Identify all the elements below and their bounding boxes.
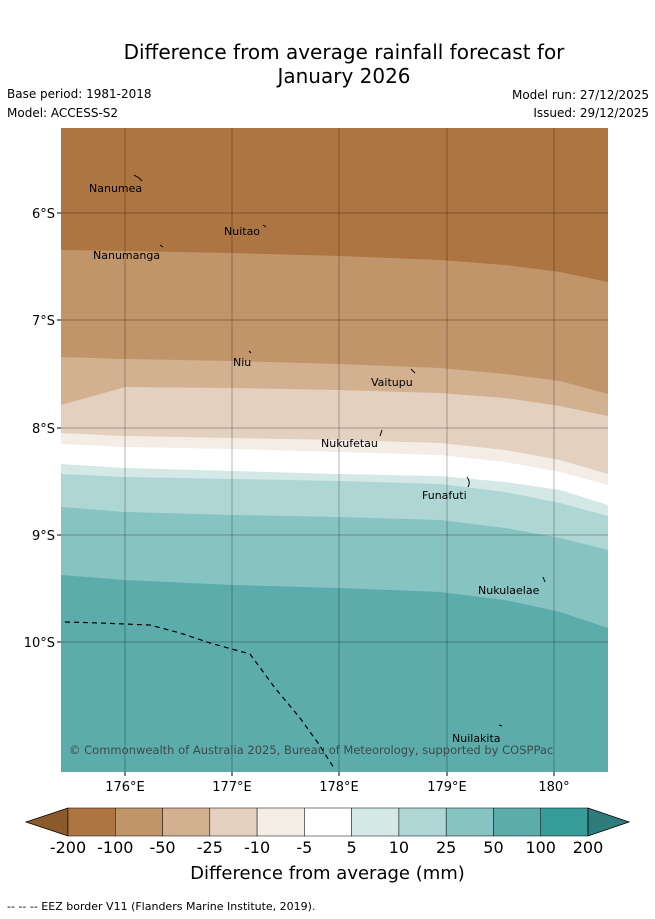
colorbar-swatch--25-to--10 <box>209 807 258 837</box>
lat-label-8s: 8°S <box>32 422 55 437</box>
lat-labels: 6°S 7°S 8°S 9°S 10°S <box>24 207 55 651</box>
colorbar-swatch-100-to-200 <box>540 807 589 837</box>
island-vaitupu <box>410 368 416 374</box>
colorbar-extension-low <box>24 807 69 837</box>
place-label-vaitupu: Vaitupu <box>371 376 413 389</box>
colorbar-tick-label: 5 <box>346 838 357 857</box>
colorbar-tick-label: 100 <box>525 838 556 857</box>
model-run: Model run: 27/12/2025 <box>511 88 649 102</box>
lat-label-6s: 6°S <box>32 207 55 222</box>
place-label-nukufetau: Nukufetau <box>321 437 378 450</box>
place-label-nuilakita: Nuilakita <box>452 732 501 745</box>
colorbar-tick-label: -25 <box>196 838 223 857</box>
lon-labels: 176°E 177°E 178°E 179°E 180° <box>105 780 569 795</box>
place-label-nukulaelae: Nukulaelae <box>478 584 540 597</box>
colorbar-tick-label: 50 <box>483 838 504 857</box>
colorbar-tick-label: -10 <box>244 838 271 857</box>
place-label-funafuti: Funafuti <box>422 489 467 502</box>
issued-date: Issued: 29/12/2025 <box>533 106 649 120</box>
colorbar-tick-label: -5 <box>296 838 313 857</box>
copyright-text: © Commonwealth of Australia 2025, Bureau… <box>69 743 553 757</box>
colorbar-tick-label: 10 <box>388 838 410 857</box>
colorbar-swatch--10-to--5 <box>256 807 305 837</box>
lon-label-178e: 178°E <box>319 780 359 795</box>
title-line-1: Difference from average rainfall forecas… <box>123 40 565 64</box>
place-label-nanumea: Nanumea <box>89 182 142 195</box>
colorbar-swatch-50-to-100 <box>493 807 541 837</box>
colorbar-swatch--5-to-5 <box>304 807 352 837</box>
colorbar-swatch--100-to--50 <box>115 807 163 837</box>
model-name: Model: ACCESS-S2 <box>7 106 119 120</box>
lon-label-176e: 176°E <box>105 780 145 795</box>
colorbar <box>24 807 631 837</box>
colorbar-swatch-5-to-10 <box>351 807 400 837</box>
base-period: Base period: 1981-2018 <box>7 87 152 101</box>
eez-footnote: -- -- -- EEZ border V11 (Flanders Marine… <box>7 900 316 913</box>
colorbar-swatch-10-to-25 <box>398 807 447 837</box>
island-nuitao <box>262 224 267 228</box>
place-label-niu: Niu <box>233 356 251 369</box>
island-nanumea <box>133 174 143 182</box>
lon-label-179e: 179°E <box>427 780 467 795</box>
colorbar-tick-label: -100 <box>97 838 134 857</box>
lat-label-10s: 10°S <box>24 636 55 651</box>
colorbar-tick-label: 200 <box>572 838 604 857</box>
gridlines <box>61 128 608 772</box>
island-nuilakita <box>498 724 503 727</box>
place-label-nanumanga: Nanumanga <box>93 249 160 262</box>
colorbar-tick-label: 25 <box>435 838 457 857</box>
island-niu <box>248 350 252 354</box>
island-funafuti <box>466 476 470 488</box>
colorbar-title: Difference from average (mm) <box>190 863 465 884</box>
island-nukulaelae <box>542 576 546 583</box>
colorbar-swatch-25-to-50 <box>445 807 494 837</box>
lat-label-9s: 9°S <box>32 529 55 544</box>
rainfall-bands <box>61 128 608 772</box>
band-m200-m100 <box>61 128 608 282</box>
place-labels: Nanumea Nuitao Nanumanga Niu Vaitupu Nuk… <box>89 182 540 745</box>
colorbar-tick-label: -50 <box>149 838 176 857</box>
colorbar-swatch--200-to--100 <box>67 807 116 837</box>
place-label-nuitao: Nuitao <box>224 225 260 238</box>
lon-label-177e: 177°E <box>212 780 252 795</box>
axis-ticks <box>57 212 555 776</box>
island-nukufetau <box>379 429 383 437</box>
colorbar-swatch--50-to--25 <box>162 807 211 837</box>
lat-label-7s: 7°S <box>32 314 55 329</box>
island-nanumanga <box>159 244 164 248</box>
islands <box>133 174 546 727</box>
map-title: Difference from average rainfall forecas… <box>0 40 655 88</box>
colorbar-tick-label: -200 <box>49 838 87 857</box>
title-line-2: January 2026 <box>277 64 411 88</box>
lon-label-180: 180° <box>538 780 569 795</box>
colorbar-extension-high <box>587 807 631 837</box>
